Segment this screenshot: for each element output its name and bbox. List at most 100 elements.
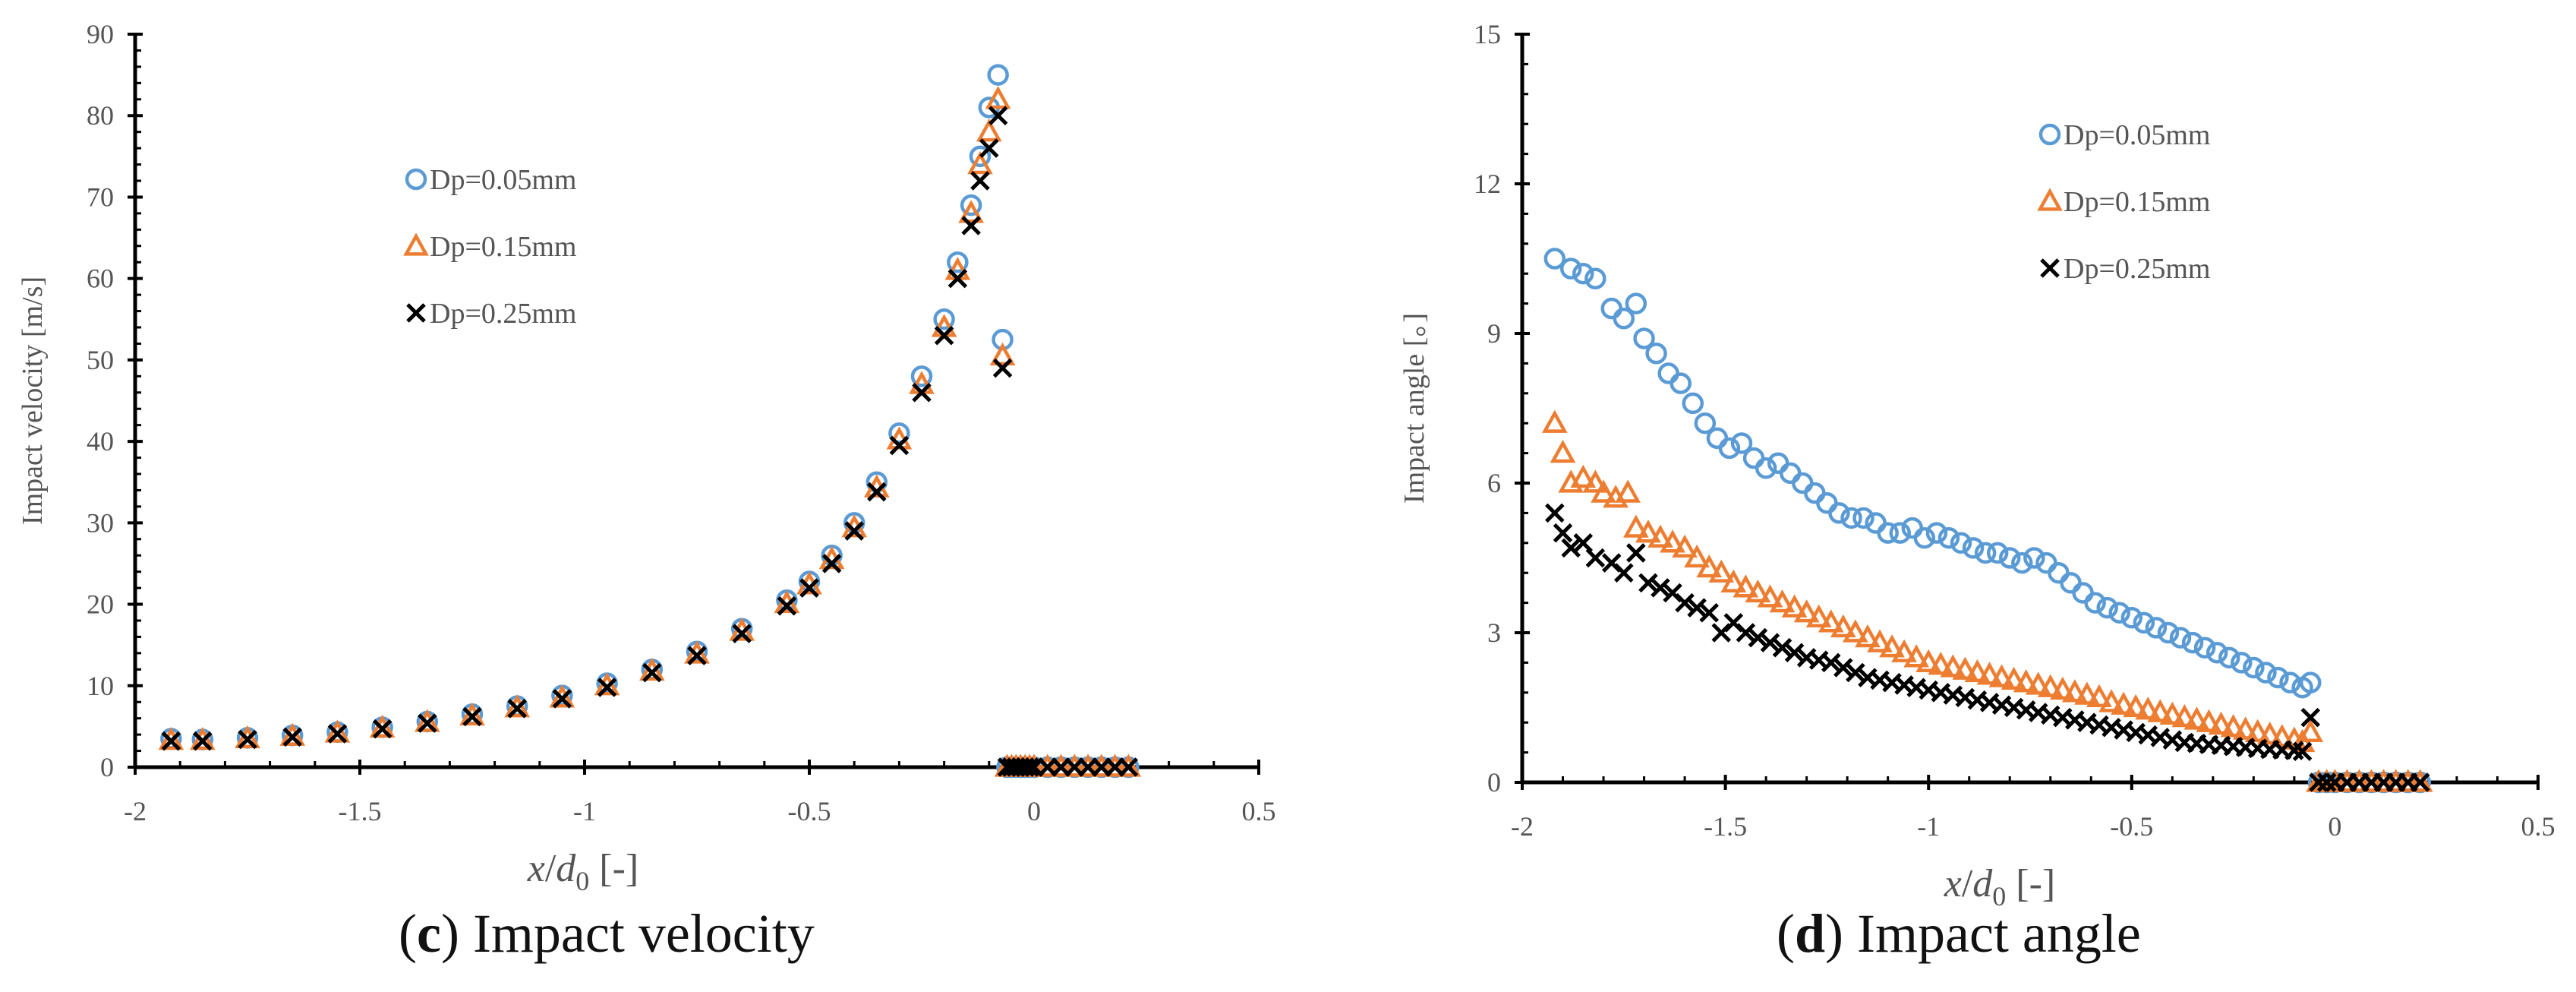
data-point (642, 662, 662, 683)
data-point (1742, 447, 1765, 469)
data-point (1684, 544, 1710, 568)
caption-impact-velocity: (c) Impact velocity (399, 903, 815, 964)
data-point (1925, 522, 1948, 544)
data-point (1034, 753, 1061, 777)
data-point (2218, 646, 2240, 669)
y-tick-label: 0 (100, 752, 114, 782)
data-point (2300, 671, 2322, 693)
data-point (1718, 437, 1741, 460)
data-point (1804, 482, 1826, 504)
data-point (2255, 662, 2277, 684)
data-point (1938, 526, 1960, 549)
y-tick-label: 15 (1474, 19, 1501, 49)
data-point (1638, 573, 1658, 593)
data-point (1816, 492, 1838, 514)
data-point (1891, 639, 1917, 662)
data-point (1772, 637, 1792, 658)
y-tick-label: 20 (87, 589, 114, 620)
data-point (976, 118, 1002, 142)
data-point (549, 684, 575, 708)
data-point (1075, 753, 1101, 777)
y-tick-label: 10 (87, 671, 114, 701)
data-point (1830, 614, 1856, 638)
data-point (1559, 257, 1582, 280)
series-Dp=0.05mm (1543, 248, 2432, 794)
data-point (2334, 769, 2360, 792)
panel-impact-velocity: 0 10 20 30 40 50 60 70 80 90 -2 -1.5 -1 -0.5 0 0.5 Impac… (17, 19, 1276, 964)
data-point (1852, 507, 1874, 529)
x-tick-label: 0.5 (2521, 811, 2556, 842)
data-point (1645, 343, 1667, 365)
data-point (992, 358, 1013, 378)
legend-entry: Dp=0.25mm (406, 298, 577, 330)
data-point (2208, 711, 2234, 735)
data-point (2086, 684, 2112, 708)
legend-label: Dp=0.15mm (430, 231, 577, 263)
y-tick-label: 0 (1487, 767, 1501, 798)
data-point (889, 435, 910, 456)
legend-marker (406, 303, 426, 323)
data-point (1675, 592, 1695, 613)
data-point (1889, 522, 1911, 544)
legend-marker (2040, 258, 2060, 278)
data-point (777, 596, 797, 616)
data-point (1660, 529, 1685, 553)
data-point (2169, 627, 2192, 649)
data-point (1672, 534, 1698, 558)
legend-marker (405, 168, 427, 191)
data-point (933, 308, 955, 330)
legend-marker (2037, 188, 2063, 211)
data-point (1974, 542, 1997, 564)
data-point (1048, 753, 1074, 777)
legend-label: Dp=0.05mm (2064, 119, 2211, 151)
x-tick-label: -2 (1511, 811, 1534, 842)
data-point (1573, 533, 1594, 553)
data-point (369, 714, 396, 738)
data-point (1748, 627, 1768, 648)
data-point (947, 268, 968, 289)
data-point (1730, 432, 1753, 454)
data-point (2084, 592, 2106, 614)
data-point (2074, 681, 2100, 705)
data-point (1694, 412, 1717, 434)
data-point (282, 727, 302, 747)
data-point (1915, 649, 1942, 673)
data-point (1828, 502, 1850, 524)
data-point (1962, 537, 1985, 559)
data-point (1952, 656, 1979, 680)
data-point (158, 726, 184, 750)
data-point (969, 145, 992, 168)
data-point (2395, 769, 2421, 792)
data-point (2183, 706, 2210, 730)
data-point (2370, 769, 2397, 792)
y-axis-label: Impact velocity [m/s] (17, 276, 49, 525)
caption-text: Impact velocity (472, 903, 815, 964)
caption-text: Impact angle (1857, 903, 2141, 964)
x-tick-label: 0.5 (1242, 796, 1276, 826)
data-point (2358, 769, 2385, 792)
data-point (1998, 547, 2021, 569)
chart-impact-angle: 0 3 6 9 12 15 -2 -1.5 -1 -0.5 0 0.5 Impact angle [。]… (1398, 19, 2556, 911)
data-point (2001, 666, 2027, 690)
data-point (2232, 716, 2259, 740)
data-point (2011, 551, 2033, 574)
x-axis-label: x/d0 [-] (527, 847, 639, 896)
legend-entry: Dp=0.05mm (405, 164, 577, 196)
data-point (2098, 689, 2124, 712)
data-point (1784, 643, 1805, 663)
data-point (1651, 578, 1670, 598)
x-tick-label: 0 (2328, 811, 2341, 842)
data-point (799, 578, 819, 598)
y-tick-label: 60 (87, 264, 114, 294)
data-point (1706, 427, 1729, 450)
data-point (1699, 602, 1719, 623)
data-point (2410, 772, 2430, 792)
data-point (1821, 652, 1841, 673)
series-Dp=0.25mm (161, 106, 1139, 777)
data-point (958, 200, 984, 223)
data-point (1793, 599, 1820, 623)
data-point (1950, 532, 1972, 554)
data-point (979, 138, 999, 158)
x-tick-label: -1.5 (339, 796, 382, 826)
data-point (1545, 503, 1565, 523)
